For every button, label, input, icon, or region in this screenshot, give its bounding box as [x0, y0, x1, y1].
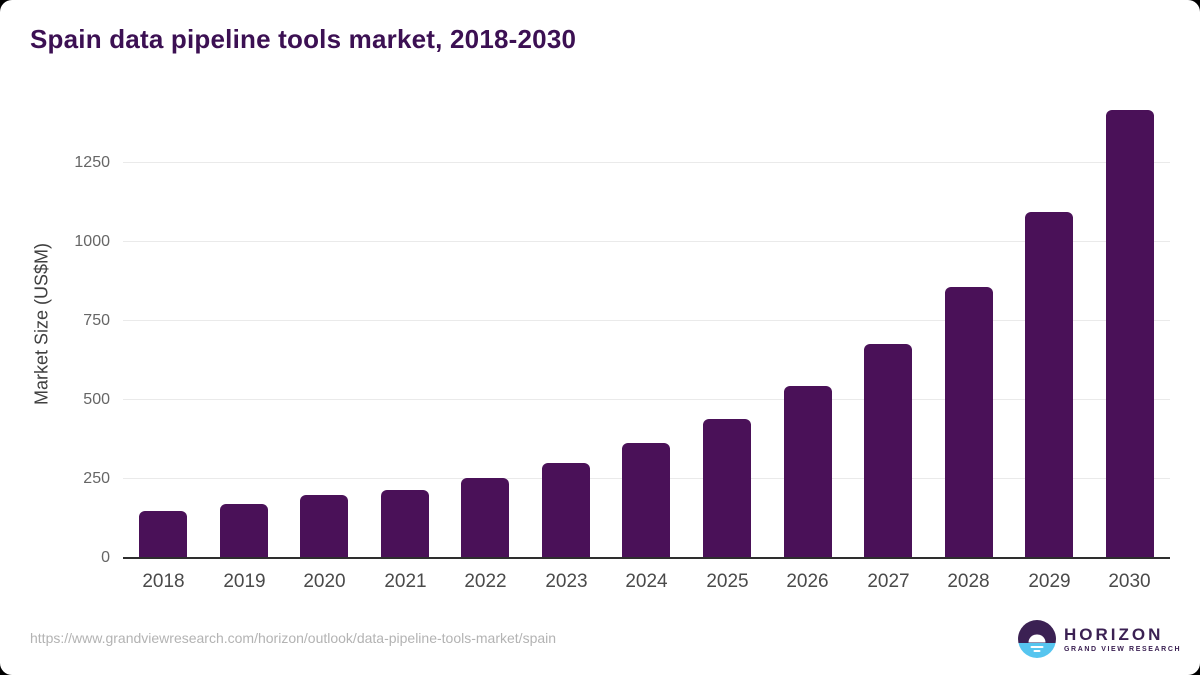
x-tick-label-2025: 2025 — [706, 571, 749, 592]
bar-2029 — [1025, 212, 1073, 557]
logo-text: HORIZON GRAND VIEW RESEARCH — [1064, 626, 1181, 653]
gridline-1250 — [123, 162, 1170, 163]
x-tick-label-2024: 2024 — [625, 571, 668, 592]
x-tick-label-2028: 2028 — [947, 571, 990, 592]
x-tick-label-2020: 2020 — [303, 571, 346, 592]
gridline-750 — [123, 320, 1170, 321]
logo-sky-shape — [1018, 620, 1056, 643]
x-tick-label-2023: 2023 — [545, 571, 588, 592]
bar-2020 — [300, 495, 348, 557]
horizon-logo-icon — [1018, 620, 1056, 658]
bar-2018 — [139, 511, 187, 557]
y-tick-label-1250: 1250 — [74, 154, 110, 171]
x-tick-label-2027: 2027 — [867, 571, 910, 592]
x-axis-line — [123, 557, 1170, 559]
gridline-500 — [123, 399, 1170, 400]
y-tick-label-750: 750 — [83, 312, 110, 329]
x-tick-label-2026: 2026 — [786, 571, 829, 592]
bar-2024 — [622, 443, 670, 557]
bar-2028 — [945, 287, 993, 557]
logo-wordmark: HORIZON — [1064, 624, 1164, 644]
bar-2026 — [784, 386, 832, 557]
logo-reflection-line — [1033, 649, 1041, 652]
x-tick-label-2021: 2021 — [384, 571, 427, 592]
bar-2025 — [703, 419, 751, 557]
x-tick-label-2029: 2029 — [1028, 571, 1071, 592]
y-tick-label-250: 250 — [83, 470, 110, 487]
horizon-logo: HORIZON GRAND VIEW RESEARCH — [1018, 620, 1181, 658]
chart-title: Spain data pipeline tools market, 2018-2… — [30, 24, 577, 54]
bar-2021 — [381, 490, 429, 557]
bar-2022 — [461, 478, 509, 557]
logo-reflection-line — [1030, 645, 1044, 648]
y-tick-label-0: 0 — [101, 549, 110, 566]
source-url: https://www.grandviewresearch.com/horizo… — [30, 630, 557, 646]
logo-sun-shape — [1028, 634, 1046, 643]
x-tick-label-2018: 2018 — [142, 571, 185, 592]
bar-2030 — [1106, 110, 1154, 557]
x-tick-label-2030: 2030 — [1108, 571, 1151, 592]
bar-2023 — [542, 463, 590, 557]
x-tick-label-2022: 2022 — [464, 571, 507, 592]
bar-2027 — [864, 344, 912, 557]
x-tick-label-2019: 2019 — [223, 571, 266, 592]
logo-subtitle: GRAND VIEW RESEARCH — [1064, 645, 1182, 653]
y-tick-label-1000: 1000 — [74, 233, 110, 250]
bar-2019 — [220, 504, 268, 557]
y-tick-label-500: 500 — [83, 391, 110, 408]
gridline-1000 — [123, 241, 1170, 242]
